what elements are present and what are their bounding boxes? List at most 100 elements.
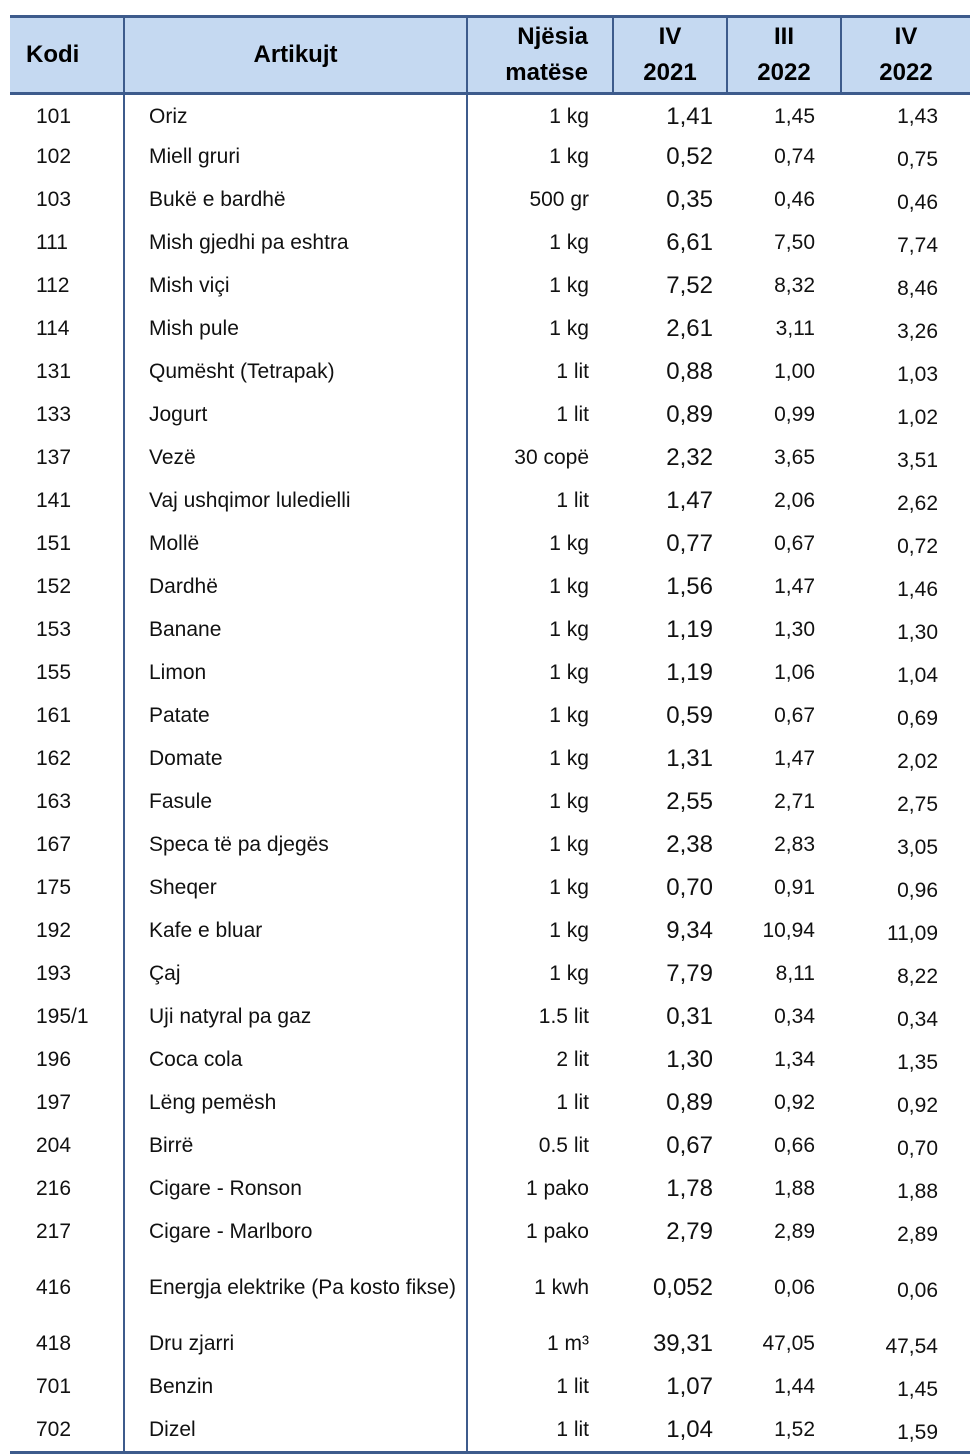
cell-value-iv-2021: 0,88 <box>666 357 713 385</box>
cell-code: 141 <box>36 488 72 512</box>
cell-unit: 1 kg <box>466 522 613 565</box>
cell-value-iii-2022: 7,50 <box>774 230 815 254</box>
cell-value-iii-2022: 0,67 <box>774 531 815 555</box>
cell-code: 197 <box>36 1090 72 1114</box>
table-row: 152 Dardhë 1 kg 1,56 1,47 1,46 <box>10 565 970 608</box>
header-code: Kodi <box>10 15 124 95</box>
cell-value-iii-2022: 3,65 <box>774 445 815 469</box>
table-row: 204 Birrë 0.5 lit 0,67 0,66 0,70 <box>10 1124 970 1167</box>
cell-unit: 1 kwh <box>466 1253 613 1322</box>
cell-unit: 1 kg <box>466 307 613 350</box>
cell-item: Speca të pa djegës <box>123 823 467 866</box>
cell-value-iii-2022: 0,06 <box>774 1275 815 1299</box>
cell-unit: 1 kg <box>466 952 613 995</box>
table-row: 701 Benzin 1 lit 1,07 1,44 1,45 <box>10 1365 970 1408</box>
cell-value-iv-2021: 6,61 <box>666 228 713 256</box>
cell-unit: 1 lit <box>466 393 613 436</box>
cell-item: Mish pule <box>123 307 467 350</box>
cell-code: 195/1 <box>36 1004 89 1028</box>
table-row: 155 Limon 1 kg 1,19 1,06 1,04 <box>10 651 970 694</box>
cell-code: 155 <box>36 660 72 684</box>
table-row: 196 Coca cola 2 lit 1,30 1,34 1,35 <box>10 1038 970 1081</box>
table-row: 114 Mish pule 1 kg 2,61 3,11 3,26 <box>10 307 970 350</box>
cell-value-iii-2022: 1,47 <box>774 574 815 598</box>
table-row: 112 Mish viçi 1 kg 7,52 8,32 8,46 <box>10 264 970 307</box>
cell-value-iv-2021: 7,52 <box>666 271 713 299</box>
cell-value-iv-2021: 0,59 <box>666 701 713 729</box>
cell-code: 152 <box>36 574 72 598</box>
cell-value-iv-2021: 1,47 <box>666 486 713 514</box>
cell-unit: 30 copë <box>466 436 613 479</box>
cell-value-iv-2021: 0,70 <box>666 873 713 901</box>
cell-item: Mish gjedhi pa eshtra <box>123 221 467 264</box>
cell-item: Energja elektrike (Pa kosto fikse) <box>123 1253 467 1322</box>
table-row: 175 Sheqer 1 kg 0,70 0,91 0,96 <box>10 866 970 909</box>
cell-value-iv-2022: 2,75 <box>897 792 938 816</box>
cell-unit: 1 pako <box>466 1210 613 1253</box>
cell-value-iii-2022: 1,45 <box>774 104 815 128</box>
cell-value-iv-2021: 2,55 <box>666 787 713 815</box>
cell-item: Kafe e bluar <box>123 909 467 952</box>
cell-unit: 1 kg <box>466 737 613 780</box>
table-row: 167 Speca të pa djegës 1 kg 2,38 2,83 3,05 <box>10 823 970 866</box>
cell-value-iv-2021: 0,52 <box>666 142 713 170</box>
table-row: 103 Bukë e bardhë 500 gr 0,35 0,46 0,46 <box>10 178 970 221</box>
cell-code: 131 <box>36 359 72 383</box>
cell-value-iv-2022: 1,43 <box>897 104 938 128</box>
cell-value-iv-2021: 0,67 <box>666 1131 713 1159</box>
cell-value-iii-2022: 2,71 <box>774 789 815 813</box>
cell-value-iv-2022: 0,46 <box>897 190 938 214</box>
cell-code: 167 <box>36 832 72 856</box>
cell-code: 151 <box>36 531 72 555</box>
cell-unit: 1 kg <box>466 221 613 264</box>
cell-code: 161 <box>36 703 72 727</box>
header-period-3: IV 2022 <box>840 15 970 95</box>
cell-item: Sheqer <box>123 866 467 909</box>
cell-item: Domate <box>123 737 467 780</box>
cell-value-iv-2022: 3,26 <box>897 319 938 343</box>
cell-unit: 500 gr <box>466 178 613 221</box>
cell-code: 153 <box>36 617 72 641</box>
cell-item: Mollë <box>123 522 467 565</box>
header-period-1-quarter: IV <box>658 23 682 50</box>
cell-value-iii-2022: 2,06 <box>774 488 815 512</box>
table-row: 418 Dru zjarri 1 m³ 39,31 47,05 47,54 <box>10 1322 970 1365</box>
cell-item: Birrë <box>123 1124 467 1167</box>
header-period-2: III 2022 <box>726 15 841 95</box>
cell-value-iv-2022: 7,74 <box>897 233 938 257</box>
cell-value-iii-2022: 2,83 <box>774 832 815 856</box>
cell-value-iv-2022: 1,45 <box>897 1377 938 1401</box>
cell-value-iv-2022: 1,35 <box>897 1050 938 1074</box>
cell-item: Oriz <box>123 93 467 135</box>
cell-value-iii-2022: 0,46 <box>774 187 815 211</box>
cell-item: Banane <box>123 608 467 651</box>
cell-value-iv-2022: 1,03 <box>897 362 938 386</box>
cell-value-iii-2022: 0,74 <box>774 144 815 168</box>
cell-code: 701 <box>36 1374 72 1398</box>
cell-item: Limon <box>123 651 467 694</box>
header-item: Artikujt <box>123 15 467 95</box>
cell-value-iii-2022: 1,30 <box>774 617 815 641</box>
cell-value-iv-2021: 1,07 <box>666 1372 713 1400</box>
header-period-2-year: 2022 <box>757 59 811 86</box>
cell-unit: 1 kg <box>466 823 613 866</box>
cell-value-iii-2022: 1,34 <box>774 1047 815 1071</box>
header-unit: Njësia matëse <box>466 15 613 95</box>
cell-value-iv-2022: 2,89 <box>897 1222 938 1246</box>
cell-item: Qumësht (Tetrapak) <box>123 350 467 393</box>
cell-value-iv-2022: 1,02 <box>897 405 938 429</box>
header-period-1-year: 2021 <box>643 59 697 86</box>
cell-item: Coca cola <box>123 1038 467 1081</box>
cell-value-iii-2022: 8,32 <box>774 273 815 297</box>
cell-code: 216 <box>36 1176 72 1200</box>
cell-value-iv-2022: 8,22 <box>897 964 938 988</box>
cell-unit: 1 kg <box>466 264 613 307</box>
cell-value-iv-2021: 7,79 <box>666 959 713 987</box>
cell-value-iv-2021: 1,41 <box>666 102 713 130</box>
cell-item: Uji natyral pa gaz <box>123 995 467 1038</box>
cell-code: 103 <box>36 187 72 211</box>
cell-value-iv-2021: 1,04 <box>613 1408 727 1454</box>
cell-code: 193 <box>36 961 72 985</box>
cell-value-iii-2022: 1,44 <box>774 1374 815 1398</box>
cell-item: Vaj ushqimor luledielli <box>123 479 467 522</box>
